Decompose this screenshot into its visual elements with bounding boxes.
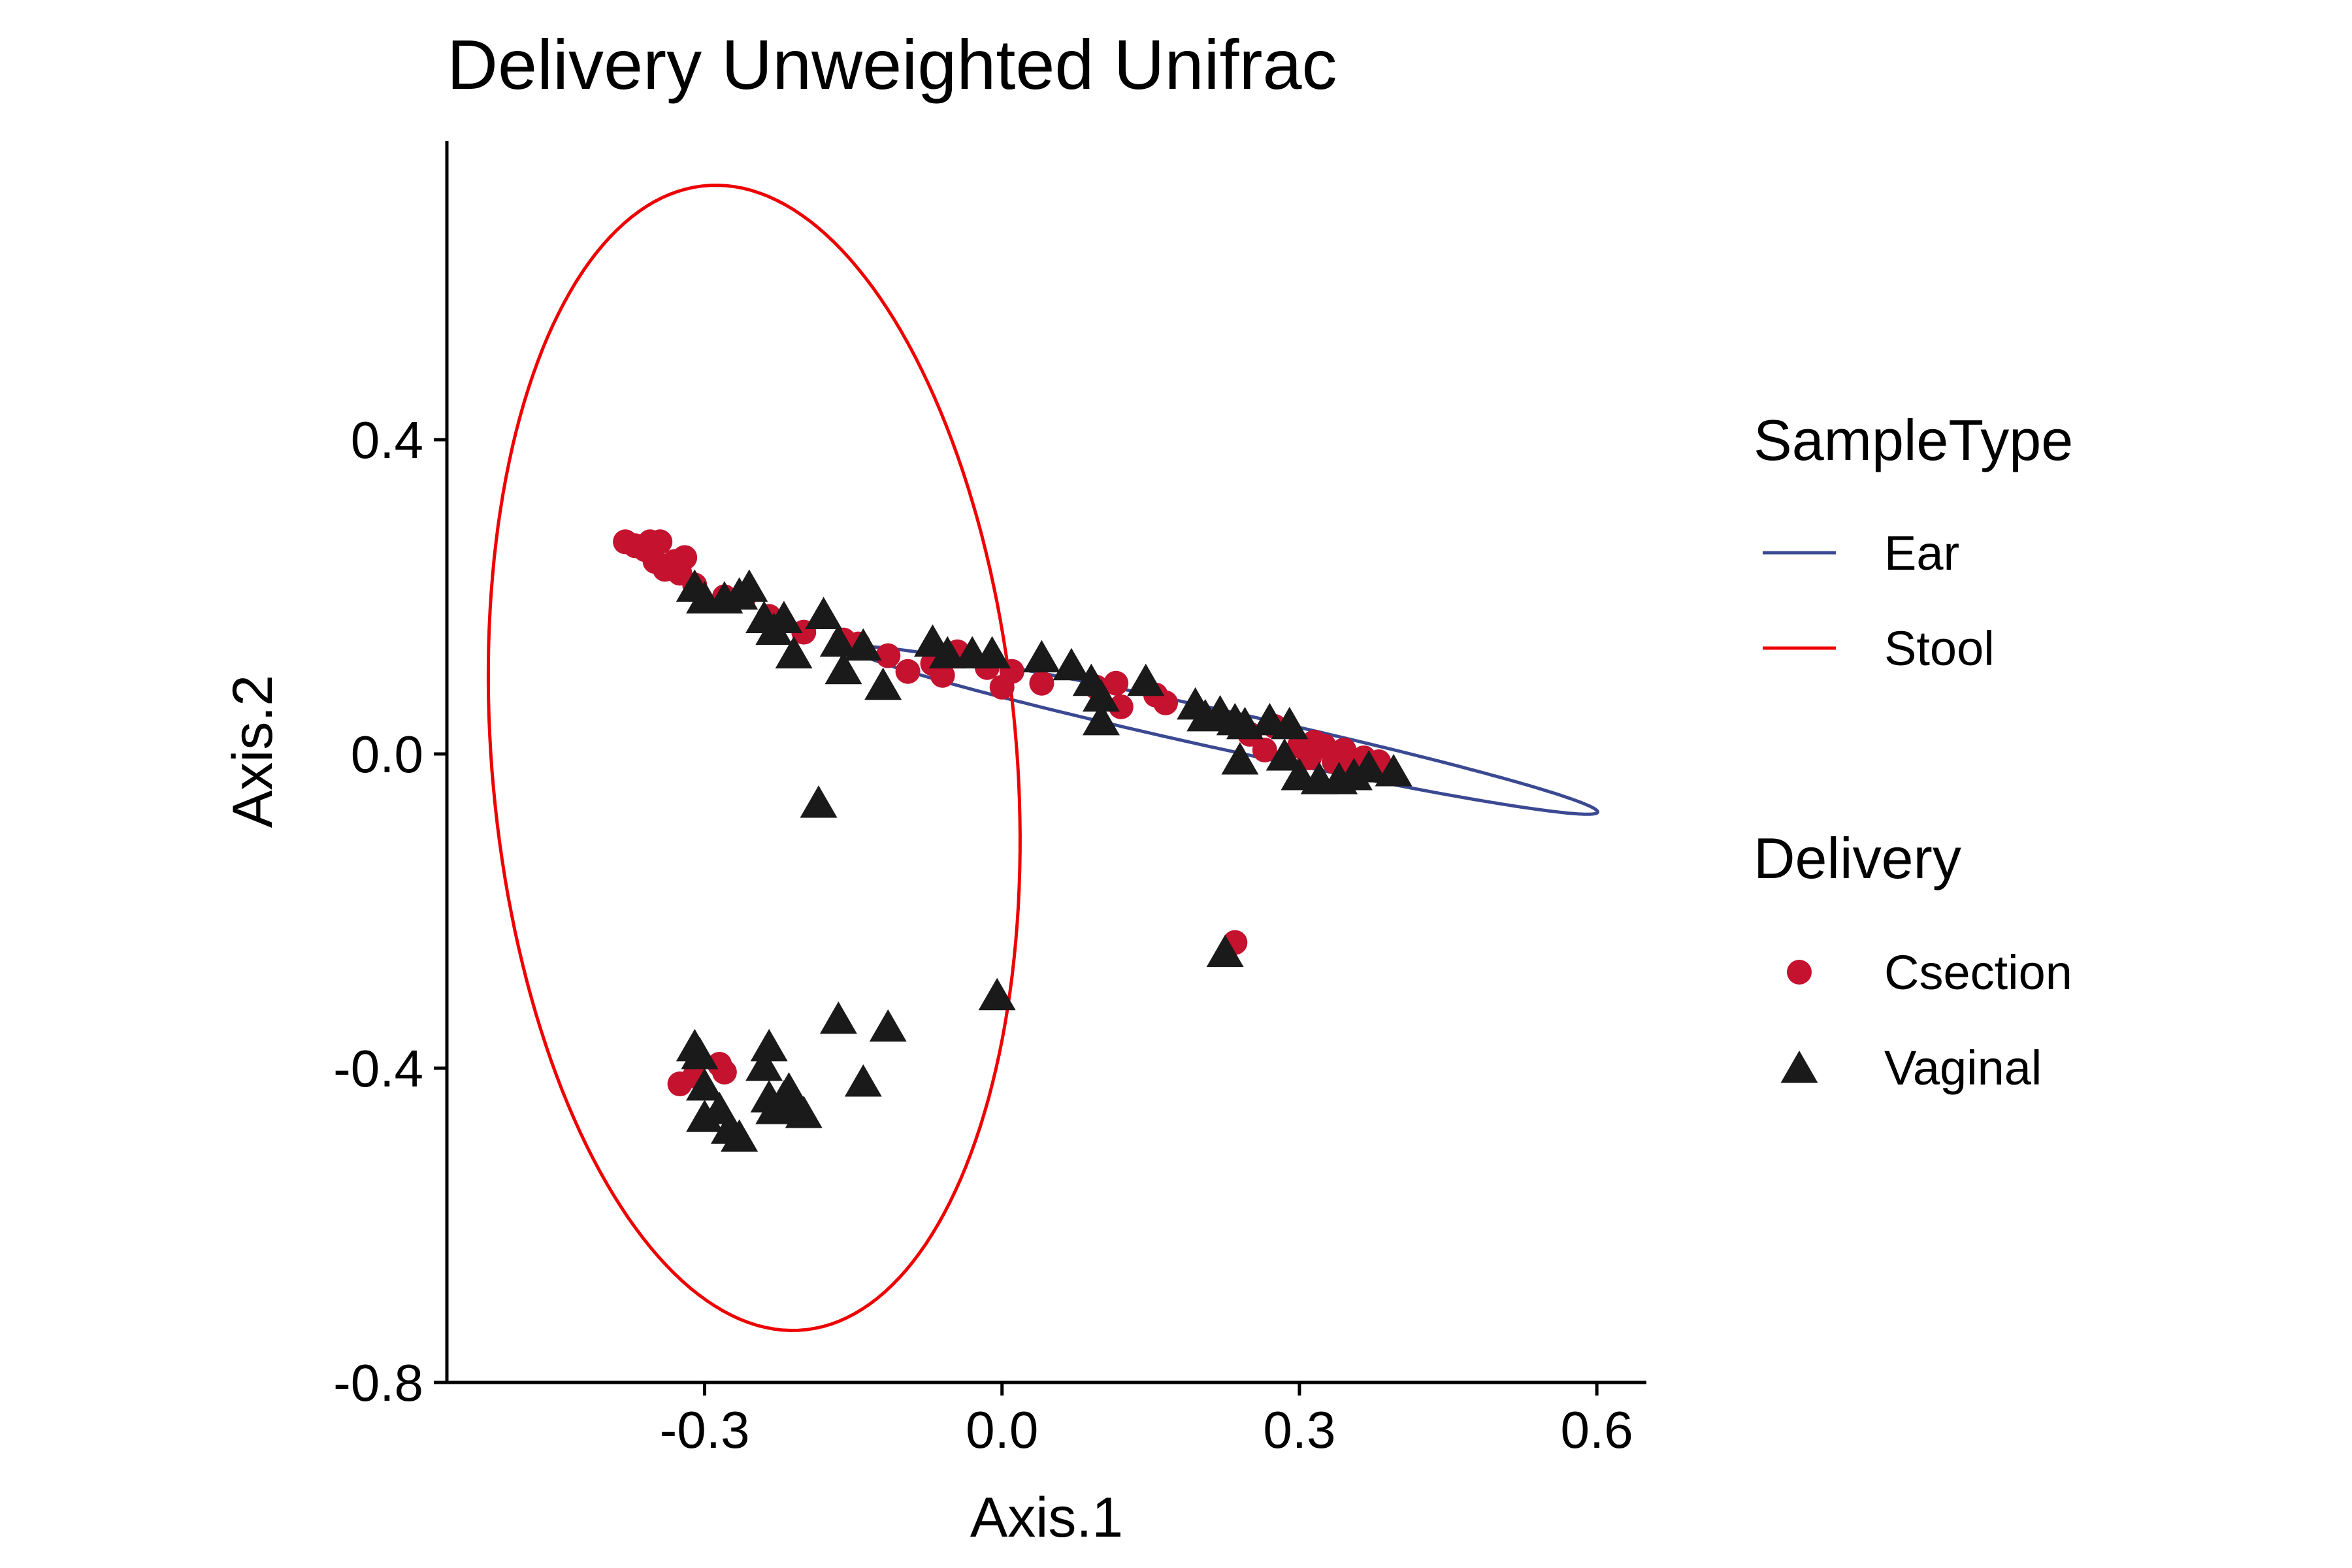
x-axis-title: Axis.1: [970, 1486, 1123, 1549]
x-tick-label: -0.3: [660, 1401, 750, 1459]
vaginal-point-59: [785, 1096, 823, 1128]
vaginal-point-31: [1221, 742, 1259, 775]
csection-point-32: [1252, 737, 1277, 762]
vaginal-point-53: [745, 1048, 783, 1081]
vaginal-point-46: [681, 1036, 719, 1070]
x-tick-label: 0.6: [1561, 1401, 1633, 1459]
vaginal-point-15: [928, 636, 966, 669]
vaginal-point-42: [819, 1001, 857, 1034]
vaginal-point-7: [765, 600, 803, 634]
csection-point-27: [1103, 670, 1129, 696]
vaginal-point-11: [825, 651, 862, 685]
legend-label-csection: Csection: [1884, 945, 2072, 1000]
legend-title: SampleType: [1754, 408, 2073, 472]
legend-label-vaginal: Vaginal: [1884, 1041, 2042, 1095]
plot-area: [486, 184, 1599, 1332]
chart-title: Delivery Unweighted Unifrac: [447, 25, 1337, 104]
csection-point-17: [875, 643, 901, 668]
vaginal-point-13: [864, 667, 902, 700]
csection-point-4: [647, 529, 673, 555]
vaginal-point-12: [844, 628, 882, 661]
csection-point-30: [1153, 690, 1179, 715]
y-tick-label: 0.0: [351, 725, 423, 783]
legend-label-stool: Stool: [1884, 621, 1995, 676]
ellipse-stool: [486, 184, 1022, 1332]
vaginal-point-17: [973, 636, 1011, 669]
vaginal-point-32: [1266, 738, 1303, 771]
vaginal-point-8: [775, 636, 813, 669]
vaginal-point-21: [1082, 679, 1120, 712]
vaginal-point-19: [1053, 647, 1090, 681]
y-ticks: -0.8 -0.4 0.0 0.4: [333, 411, 447, 1412]
ellipses: [486, 184, 1599, 1332]
vaginal-point-9: [805, 596, 843, 630]
vaginal-point-44: [844, 1064, 882, 1097]
legend-key-vaginal: [1780, 1051, 1818, 1083]
vaginal-point-22: [1082, 702, 1120, 736]
legend-delivery: Delivery Csection Vaginal: [1754, 826, 2072, 1095]
vaginal-point-39: [800, 785, 838, 818]
csection-point-28: [1108, 694, 1134, 719]
vaginal-point-40: [978, 977, 1016, 1011]
vaginal-point-4: [730, 569, 768, 602]
vaginal-point-51: [721, 1119, 759, 1152]
legend-title: Delivery: [1754, 826, 1961, 890]
legend-key-csection: [1787, 960, 1812, 985]
legend-label-ear: Ear: [1884, 526, 1959, 580]
vaginal-point-37: [1350, 750, 1388, 783]
vaginal-point-30: [1271, 706, 1309, 740]
vaginal-point-41: [1206, 934, 1244, 968]
axes: -0.3 0.0 0.3 0.6 -0.8 -0.4 0.0 0.4: [333, 141, 1646, 1459]
vaginal-point-18: [1022, 640, 1060, 673]
data-points: [613, 529, 1413, 1152]
legend-sampletype: SampleType Ear Stool: [1754, 408, 2073, 676]
csection-point-20: [930, 662, 955, 688]
vaginal-point-52: [750, 1028, 788, 1062]
csection-point-9: [672, 545, 698, 570]
y-tick-label: -0.8: [333, 1354, 423, 1412]
y-tick-label: 0.4: [351, 411, 423, 469]
csection-point-48: [711, 1060, 737, 1085]
csection-point-18: [895, 659, 921, 684]
x-tick-label: 0.3: [1263, 1401, 1335, 1459]
vaginal-point-47: [686, 1068, 724, 1101]
x-tick-label: 0.0: [966, 1401, 1038, 1459]
x-ticks: -0.3 0.0 0.3 0.6: [660, 1382, 1633, 1459]
y-tick-label: -0.4: [333, 1039, 423, 1098]
vaginal-point-23: [1127, 663, 1165, 696]
vaginal-point-43: [869, 1009, 907, 1042]
vaginal-point-10: [819, 624, 857, 657]
y-axis-title: Axis.2: [221, 675, 284, 828]
legend: SampleType Ear Stool Delivery Csection Vagina…: [1754, 408, 2073, 1095]
vaginal-point-38: [1375, 754, 1413, 787]
csection-point-25: [1029, 670, 1054, 696]
